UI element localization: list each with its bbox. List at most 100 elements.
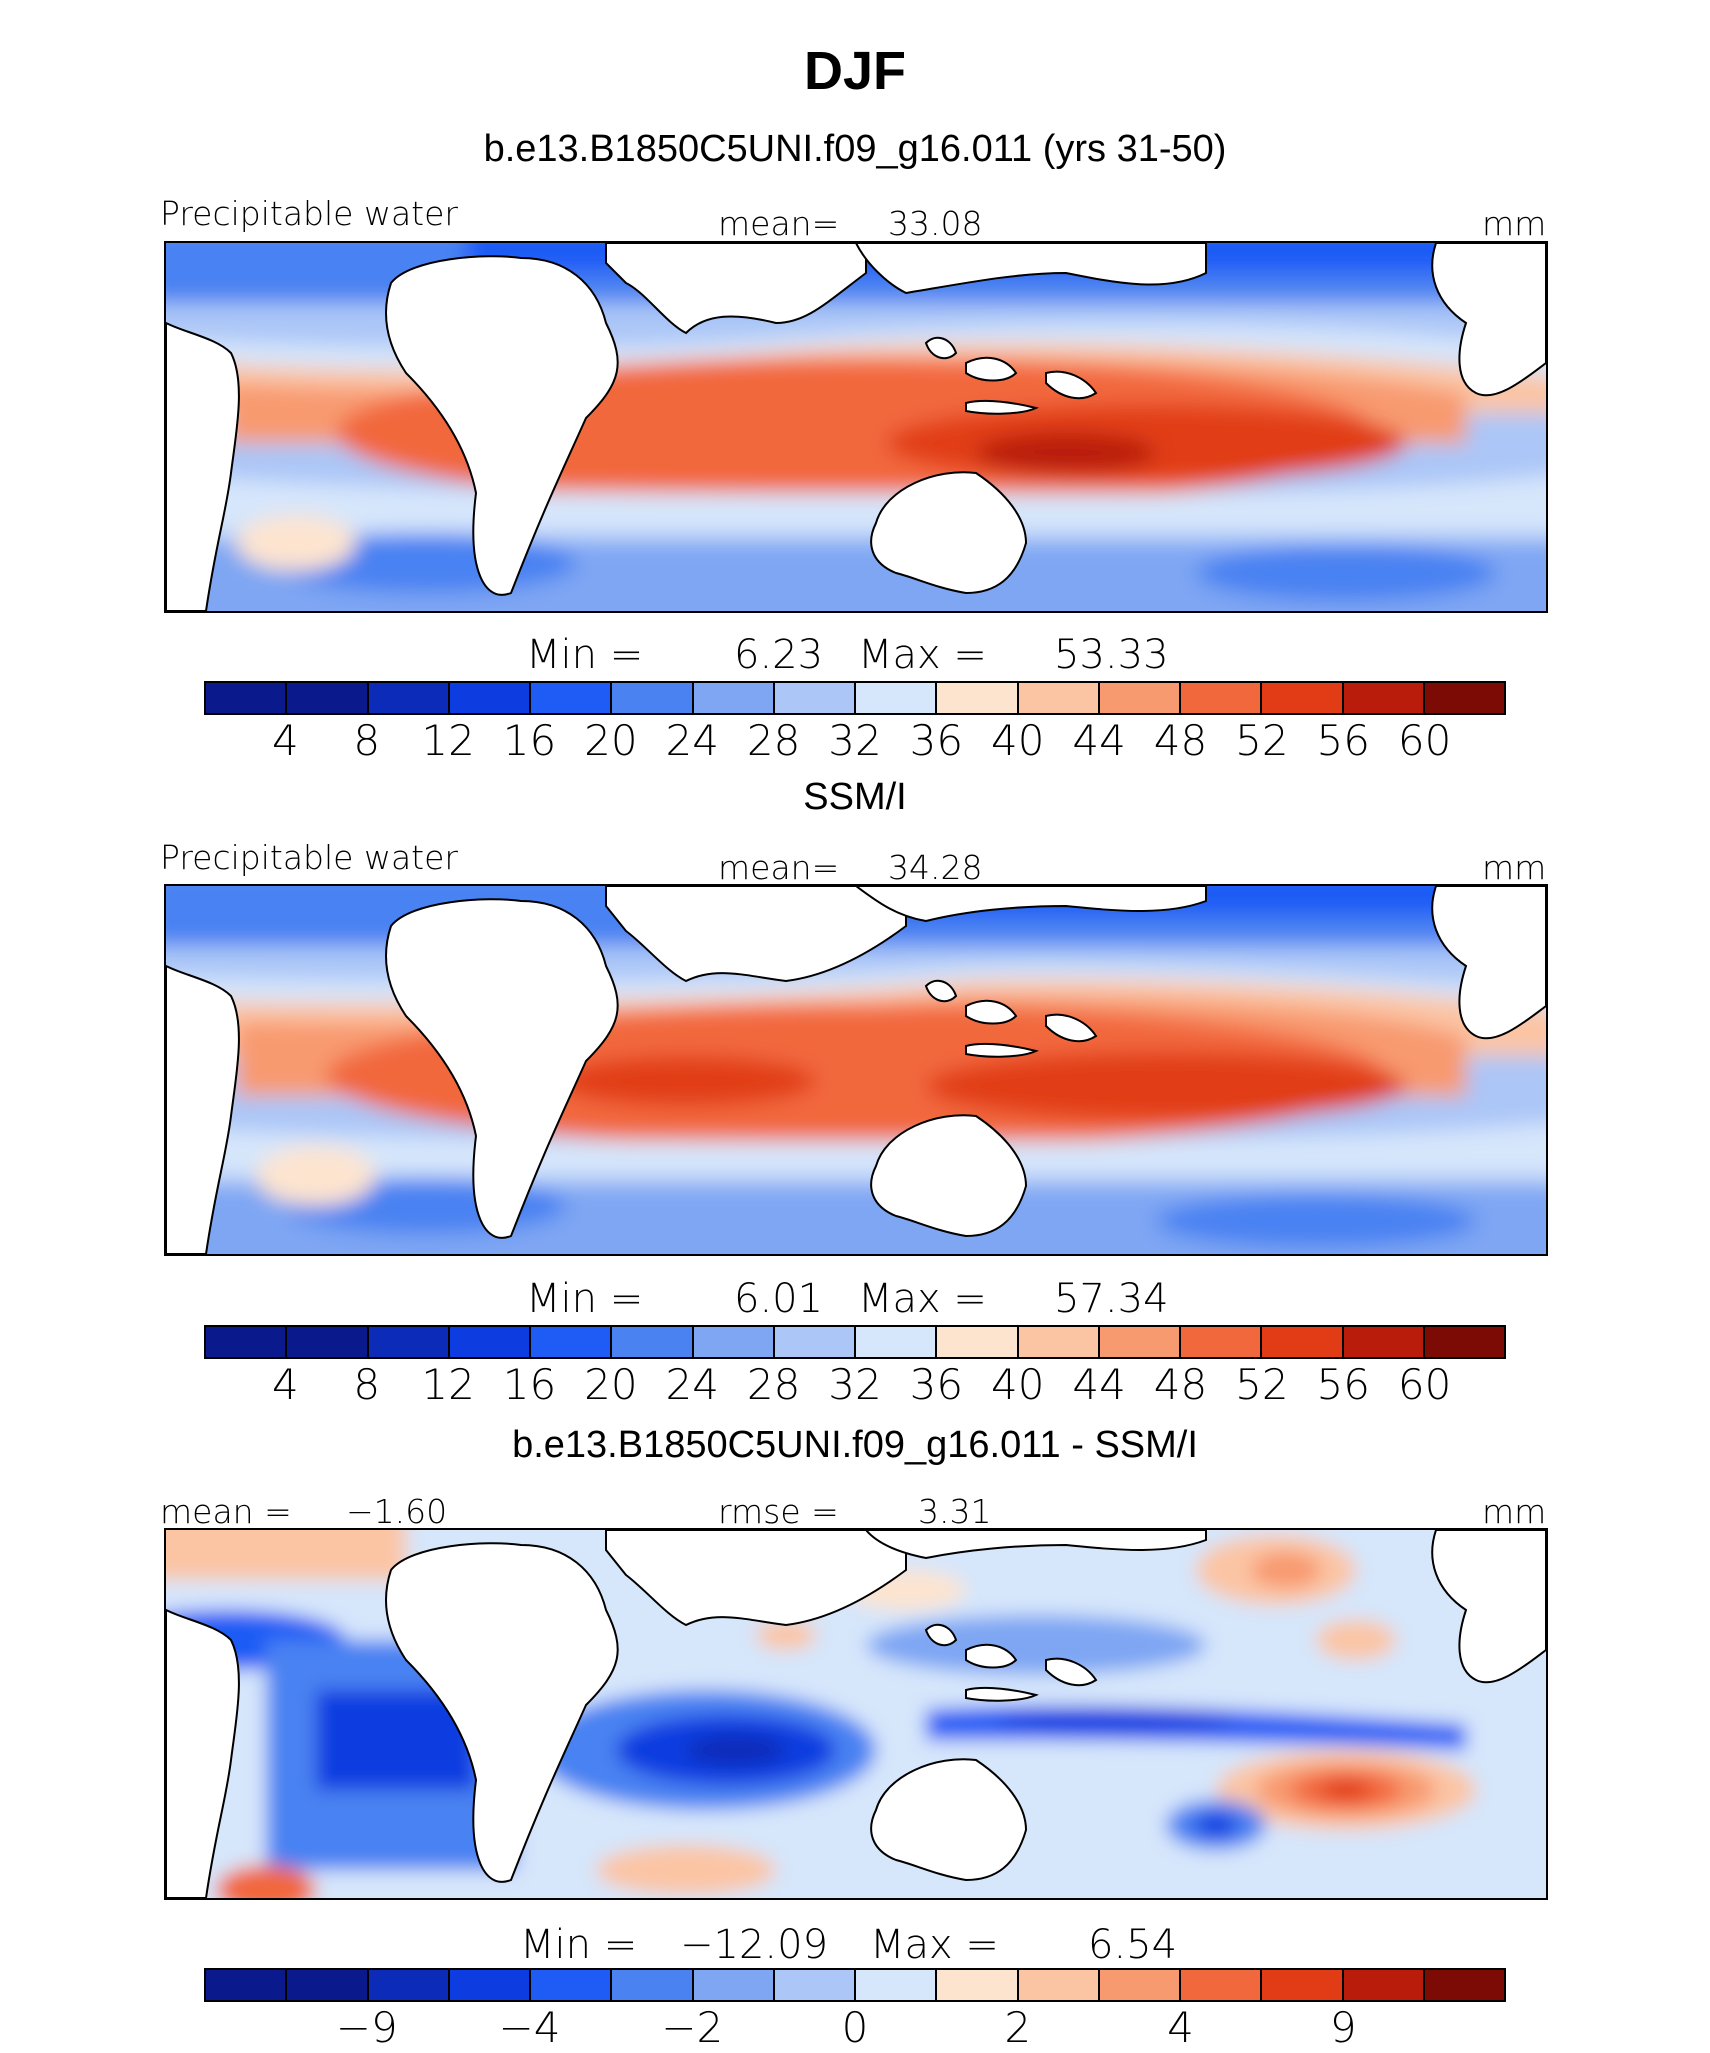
colorbar-tick-label: 52 — [1235, 1360, 1289, 1409]
colorbar-tick-label: 60 — [1397, 716, 1452, 765]
panel3-units: mm — [1482, 1492, 1547, 1531]
colorbar-swatch — [856, 1327, 938, 1357]
colorbar-swatch — [937, 683, 1019, 713]
colorbar-tick-label: 8 — [353, 716, 381, 765]
panel3-max-value: 6.54 — [1088, 1922, 1178, 1968]
panel1-map — [164, 241, 1548, 613]
colorbar-swatch — [856, 683, 938, 713]
colorbar-swatch — [1018, 683, 1100, 713]
colorbar-swatch — [1099, 1970, 1181, 2000]
colorbar-swatch — [1181, 1327, 1263, 1357]
panel2-min-label: Min = — [526, 1276, 644, 1322]
panel3-max-label: Max = — [870, 1922, 999, 1968]
colorbar-tick-label: 16 — [502, 1360, 557, 1409]
colorbar-swatch — [612, 1970, 694, 2000]
colorbar-tick-label: 20 — [584, 1360, 638, 1409]
colorbar-swatch — [612, 683, 694, 713]
colorbar-tick-label: 0 — [841, 2003, 869, 2052]
colorbar-swatch — [287, 1327, 369, 1357]
colorbar-tick-label: 2 — [1004, 2003, 1032, 2052]
panel3-title: b.e13.B1850C5UNI.f09_g16.011 - SSM/I — [512, 1424, 1198, 1466]
colorbar-tick-label: 28 — [746, 1360, 801, 1409]
colorbar-swatch — [1018, 1327, 1100, 1357]
colorbar-swatch — [449, 1327, 531, 1357]
panel2-max-value: 57.34 — [1054, 1276, 1169, 1322]
panel3-colorbar — [204, 1968, 1506, 2002]
panel2-map — [164, 884, 1548, 1256]
colorbar-tick-label: 4 — [1167, 2003, 1194, 2052]
colorbar-tick-label: 4 — [272, 716, 299, 765]
colorbar-swatch — [1424, 1970, 1504, 2000]
colorbar-swatch — [1099, 683, 1181, 713]
colorbar-tick-label: 44 — [1072, 1360, 1126, 1409]
panel1-min-value: 6.23 — [734, 632, 824, 678]
colorbar-swatch — [1343, 1327, 1425, 1357]
panel2-mean-label: mean= — [718, 848, 840, 887]
panel1-mean-label: mean= — [718, 204, 840, 243]
panel1-colorbar-ticks: 4 8 12 16 20 24 28 32 36 40 44 48 52 56 60 — [204, 716, 1506, 766]
panel3-colorbar-ticks: −9 −4 −2 0 2 4 9 — [204, 2003, 1506, 2053]
panel1-variable-label: Precipitable water — [160, 194, 458, 233]
colorbar-swatch — [856, 1970, 938, 2000]
panel1-title: b.e13.B1850C5UNI.f09_g16.011 (yrs 31-50) — [483, 128, 1227, 170]
colorbar-swatch — [531, 1327, 613, 1357]
colorbar-tick-label: 4 — [272, 1360, 299, 1409]
colorbar-swatch — [937, 1327, 1019, 1357]
colorbar-tick-label: 24 — [665, 1360, 719, 1409]
colorbar-tick-label: −9 — [335, 2003, 398, 2052]
colorbar-swatch — [1262, 1970, 1344, 2000]
colorbar-tick-label: 32 — [828, 716, 882, 765]
panel3-mean-label: mean = — [160, 1492, 292, 1531]
colorbar-swatch — [1262, 683, 1344, 713]
colorbar-swatch — [449, 683, 531, 713]
colorbar-tick-label: 48 — [1153, 716, 1208, 765]
colorbar-swatch — [774, 1327, 856, 1357]
colorbar-swatch — [774, 683, 856, 713]
colorbar-swatch — [449, 1970, 531, 2000]
colorbar-swatch — [1424, 683, 1504, 713]
panel3-mean-value: −1.60 — [346, 1492, 448, 1531]
colorbar-swatch — [774, 1970, 856, 2000]
colorbar-tick-label: 40 — [991, 716, 1045, 765]
colorbar-swatch — [1343, 1970, 1425, 2000]
colorbar-swatch — [368, 1327, 450, 1357]
panel2-title: SSM/I — [803, 776, 907, 818]
colorbar-swatch — [287, 683, 369, 713]
panel2-min-value: 6.01 — [734, 1276, 824, 1322]
panel1-units: mm — [1482, 204, 1547, 243]
panel2-variable-label: Precipitable water — [160, 838, 458, 877]
panel3-rmse-value: 3.31 — [918, 1492, 992, 1531]
colorbar-tick-label: 8 — [353, 1360, 381, 1409]
panel2-colorbar-ticks: 4 8 12 16 20 24 28 32 36 40 44 48 52 56 60 — [204, 1360, 1506, 1410]
colorbar-swatch — [937, 1970, 1019, 2000]
colorbar-tick-label: 12 — [421, 1360, 475, 1409]
colorbar-tick-label: −4 — [498, 2003, 561, 2052]
colorbar-swatch — [693, 1327, 775, 1357]
panel3-min-label: Min = — [520, 1922, 638, 1968]
colorbar-tick-label: 24 — [665, 716, 719, 765]
colorbar-swatch — [693, 683, 775, 713]
panel2-colorbar — [204, 1325, 1506, 1359]
colorbar-tick-label: 48 — [1153, 1360, 1208, 1409]
colorbar-tick-label: 32 — [828, 1360, 882, 1409]
panel1-colorbar — [204, 681, 1506, 715]
colorbar-swatch — [1018, 1970, 1100, 2000]
colorbar-tick-label: 36 — [909, 1360, 964, 1409]
colorbar-swatch — [1343, 683, 1425, 713]
colorbar-swatch — [1262, 1327, 1344, 1357]
colorbar-tick-label: 9 — [1329, 2003, 1357, 2052]
panel1-max-label: Max = — [858, 632, 987, 678]
colorbar-swatch — [368, 683, 450, 713]
panel2-max-label: Max = — [858, 1276, 987, 1322]
panel1-max-value: 53.33 — [1054, 632, 1169, 678]
colorbar-swatch — [368, 1970, 450, 2000]
figure-title: DJF — [803, 41, 906, 101]
panel2-mean-value: 34.28 — [888, 848, 983, 887]
colorbar-tick-label: −2 — [661, 2003, 724, 2052]
colorbar-tick-label: 12 — [421, 716, 475, 765]
colorbar-swatch — [1181, 1970, 1263, 2000]
colorbar-tick-label: 44 — [1072, 716, 1126, 765]
panel1-min-label: Min = — [526, 632, 644, 678]
colorbar-swatch — [612, 1327, 694, 1357]
panel1-mean-value: 33.08 — [888, 204, 983, 243]
